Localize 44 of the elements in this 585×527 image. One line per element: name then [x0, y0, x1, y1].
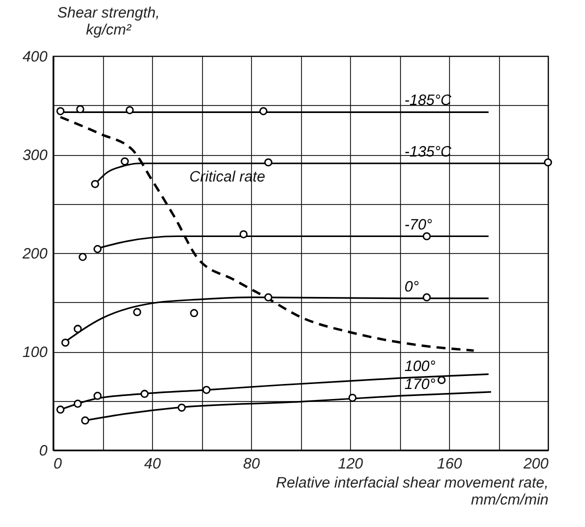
y-axis-title: Shear strength, kg/cm² [57, 4, 160, 38]
point [56, 107, 64, 116]
point [133, 308, 142, 316]
x-tick-label: 120 [338, 456, 364, 472]
point [240, 230, 248, 238]
x-tick-label: 160 [436, 456, 463, 472]
point [202, 386, 211, 394]
point [120, 157, 129, 166]
y-tick-label: 300 [22, 147, 48, 164]
y-tick-label: 400 [22, 48, 48, 66]
y-tick-label: 200 [21, 246, 48, 262]
point [264, 158, 272, 166]
point [93, 245, 102, 254]
series-label: 0° [404, 278, 419, 296]
point [56, 406, 64, 414]
point [74, 324, 82, 333]
point [348, 394, 357, 402]
x-tick-label: 200 [522, 456, 550, 472]
point [544, 158, 552, 166]
point [74, 400, 82, 408]
point [422, 232, 431, 240]
y-tick-label: 100 [22, 344, 48, 361]
point [76, 105, 84, 114]
series-label: 100° [404, 358, 436, 376]
x-tick-label: 0 [54, 456, 62, 472]
point [91, 180, 100, 188]
series-label: -70° [404, 216, 432, 234]
y-tick-label: 0 [39, 442, 48, 460]
point [259, 107, 268, 116]
point [78, 252, 87, 261]
point [422, 293, 431, 302]
point [190, 309, 198, 318]
point [438, 376, 446, 384]
series-label: 170° [404, 376, 436, 393]
x-tick-label: 80 [243, 456, 260, 472]
point [178, 404, 186, 412]
point [61, 338, 70, 347]
x-tick-label: 40 [144, 456, 162, 472]
point [81, 416, 90, 424]
point [93, 392, 102, 400]
x-axis-title: Relative interfacial shear movement rate, mm/cm/min [276, 474, 548, 508]
point [140, 390, 149, 398]
point [126, 106, 134, 114]
point [264, 293, 272, 302]
